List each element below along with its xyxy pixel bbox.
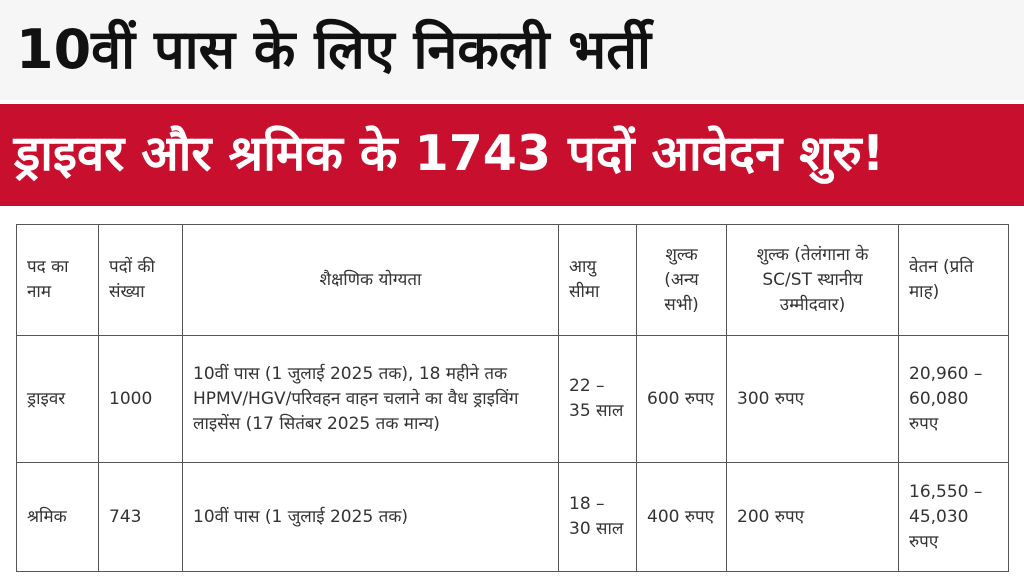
headline-section: 10वीं पास के लिए निकली भर्ती	[0, 0, 1024, 100]
cell-salary: 16,550 – 45,030 रुपए	[898, 462, 1009, 572]
table-header-row: पद का नाम पदों की संख्या शैक्षणिक योग्यत…	[16, 224, 1009, 336]
header-age-limit: आयु सीमा	[558, 224, 637, 336]
recruitment-table: पद का नाम पदों की संख्या शैक्षणिक योग्यत…	[16, 224, 1009, 572]
table-row: श्रमिक 743 10वीं पास (1 जुलाई 2025 तक) 1…	[16, 462, 1009, 572]
header-salary: वेतन (प्रति माह)	[898, 224, 1009, 336]
cell-fee-scst: 200 रुपए	[726, 462, 899, 572]
headline-title: 10वीं पास के लिए निकली भर्ती	[16, 18, 652, 81]
recruitment-table-container: पद का नाम पदों की संख्या शैक्षणिक योग्यत…	[16, 224, 1009, 572]
cell-qualification: 10वीं पास (1 जुलाई 2025 तक)	[182, 462, 559, 572]
cell-fee-general: 400 रुपए	[636, 462, 727, 572]
cell-salary: 20,960 – 60,080 रुपए	[898, 335, 1009, 463]
header-fee-general: शुल्क (अन्य सभी)	[636, 224, 727, 336]
cell-post: श्रमिक	[16, 462, 99, 572]
cell-age: 22 – 35 साल	[558, 335, 637, 463]
header-qualification: शैक्षणिक योग्यता	[182, 224, 559, 336]
cell-post: ड्राइवर	[16, 335, 99, 463]
header-fee-scst: शुल्क (तेलंगाना के SC/ST स्थानीय उम्मीदव…	[726, 224, 899, 336]
cell-age: 18 – 30 साल	[558, 462, 637, 572]
banner-text: ड्राइवर और श्रमिक के 1743 पदों आवेदन शुर…	[14, 125, 885, 182]
cell-fee-scst: 300 रुपए	[726, 335, 899, 463]
header-post-count: पदों की संख्या	[98, 224, 183, 336]
cell-count: 743	[98, 462, 183, 572]
cell-count: 1000	[98, 335, 183, 463]
cell-qualification: 10वीं पास (1 जुलाई 2025 तक), 18 महीने तक…	[182, 335, 559, 463]
red-banner: ड्राइवर और श्रमिक के 1743 पदों आवेदन शुर…	[0, 104, 1024, 206]
table-row: ड्राइवर 1000 10वीं पास (1 जुलाई 2025 तक)…	[16, 335, 1009, 463]
cell-fee-general: 600 रुपए	[636, 335, 727, 463]
header-post-name: पद का नाम	[16, 224, 99, 336]
